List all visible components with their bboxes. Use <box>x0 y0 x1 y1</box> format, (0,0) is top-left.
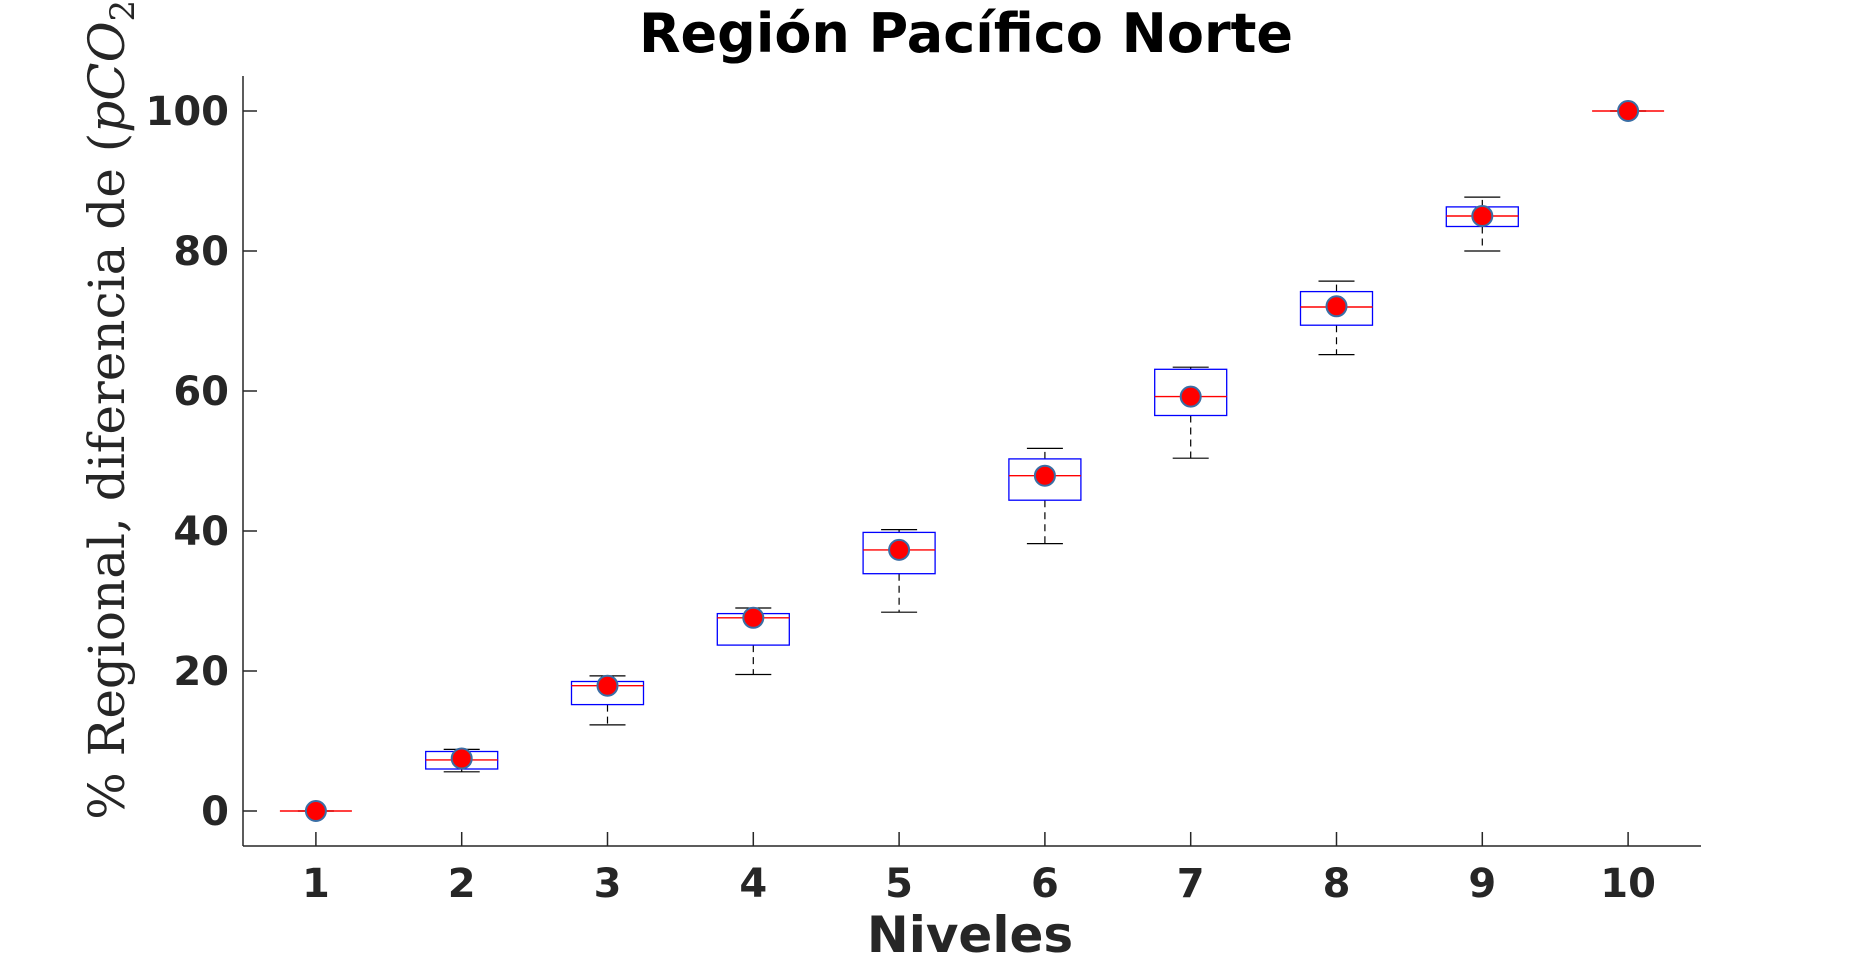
y-tick-label: 0 <box>201 789 229 835</box>
mean-marker-level-6 <box>1033 464 1056 487</box>
box-level-8 <box>1299 280 1374 356</box>
x-tick-label: 7 <box>1177 861 1205 907</box>
mean-marker-level-10 <box>1617 100 1640 122</box>
x-tick-label: 9 <box>1468 861 1496 907</box>
y-tick-label: 80 <box>173 229 229 275</box>
box-iqr <box>1008 458 1082 501</box>
y-tick-label: 100 <box>146 89 230 135</box>
ticks: 0 20 40 60 80 100 1 2 3 4 5 6 7 8 9 10 <box>146 89 1656 907</box>
mean-marker-level-8 <box>1325 295 1348 318</box>
x-tick-label: 8 <box>1323 861 1351 907</box>
mean-marker-level-5 <box>888 538 911 561</box>
y-tick-label: 60 <box>173 369 229 415</box>
x-tick-label: 10 <box>1600 861 1656 907</box>
svg-text:% Regional, diferencia de (pCO: % Regional, diferencia de (pCO2) <box>78 0 143 820</box>
mean-marker-level-1 <box>304 800 327 822</box>
mean-marker-level-9 <box>1471 205 1494 227</box>
box-iqr <box>1299 290 1374 326</box>
x-tick-label: 3 <box>594 861 622 907</box>
axes <box>242 76 1701 847</box>
x-axis-label: Niveles <box>867 906 1073 958</box>
y-tick-label: 40 <box>173 509 229 555</box>
y-axis-label-co: CO <box>78 21 136 100</box>
x-tick-label: 4 <box>739 861 767 907</box>
x-tick-label: 2 <box>448 861 476 907</box>
box-level-7 <box>1154 366 1228 459</box>
x-tick-label: 5 <box>885 861 913 907</box>
boxes <box>279 110 1665 812</box>
y-axis-label-main: % Regional, diferencia de ( <box>78 133 136 820</box>
markers <box>304 100 1640 822</box>
y-axis-label-subscript: 2 <box>103 0 143 21</box>
chart-title: Región Pacífico Norte <box>639 2 1293 65</box>
mean-marker-level-2 <box>450 747 473 770</box>
mean-marker-level-3 <box>596 674 619 697</box>
mean-marker-level-7 <box>1179 385 1202 408</box>
y-axis-label-p: p <box>78 101 136 133</box>
y-tick-label: 20 <box>173 649 229 695</box>
x-tick-label: 6 <box>1031 861 1059 907</box>
box-iqr <box>862 531 936 575</box>
box-iqr <box>1154 368 1228 417</box>
mean-marker-level-4 <box>742 606 765 629</box>
x-tick-label: 1 <box>302 861 330 907</box>
box-level-6 <box>1008 447 1082 545</box>
y-axis-label: % Regional, diferencia de (pCO2) <box>78 0 143 820</box>
